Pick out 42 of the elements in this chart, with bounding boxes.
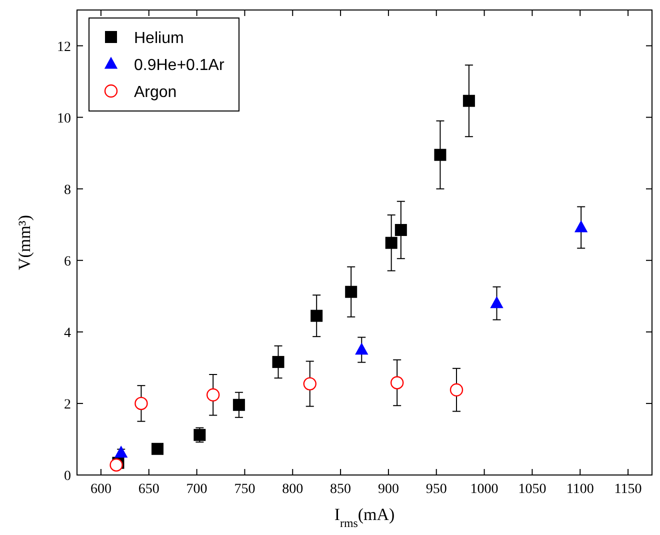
x-tick-label: 650 bbox=[138, 482, 160, 497]
point bbox=[345, 286, 358, 298]
y-tick-label: 6 bbox=[64, 254, 71, 270]
point bbox=[114, 446, 128, 458]
x-tick-label: 600 bbox=[90, 482, 112, 497]
y-axis-title: V(mm³) bbox=[15, 214, 34, 270]
point bbox=[152, 442, 164, 455]
x-tick-label: 900 bbox=[378, 482, 399, 497]
y-tick-label: 4 bbox=[64, 326, 71, 341]
x-tick-label: 800 bbox=[282, 482, 304, 497]
y-tick-label: 8 bbox=[64, 182, 71, 198]
legend-label: Argon bbox=[134, 84, 177, 101]
x-tick-label: 700 bbox=[186, 482, 208, 497]
point bbox=[574, 220, 588, 232]
point bbox=[110, 458, 123, 472]
y-tick-label: 0 bbox=[64, 469, 71, 484]
x-tick-label: 850 bbox=[330, 482, 352, 497]
point bbox=[206, 388, 220, 402]
point bbox=[385, 236, 398, 249]
x-tick-label: 750 bbox=[234, 482, 256, 497]
point bbox=[303, 377, 316, 390]
point bbox=[355, 342, 368, 355]
point bbox=[434, 148, 446, 161]
point bbox=[490, 296, 504, 308]
point bbox=[272, 356, 284, 368]
legend-label: 0.9He+0.1Ar bbox=[134, 57, 225, 74]
point bbox=[390, 376, 404, 390]
point bbox=[394, 224, 407, 236]
x-tick-label: 1150 bbox=[614, 482, 642, 497]
y-tick-label: 10 bbox=[57, 111, 71, 126]
point bbox=[310, 310, 323, 322]
x-tick-label: 950 bbox=[426, 482, 447, 497]
y-tick-label: 12 bbox=[57, 40, 71, 55]
point bbox=[134, 396, 148, 410]
legend-label: Helium bbox=[134, 30, 184, 47]
point bbox=[462, 94, 475, 107]
y-tick-label: 2 bbox=[64, 397, 71, 412]
x-tick-label: 1050 bbox=[518, 482, 546, 497]
x-tick-label: 1000 bbox=[470, 482, 498, 497]
x-tick-label: 1100 bbox=[566, 482, 594, 497]
point bbox=[232, 398, 245, 411]
x-axis-title: I$_{rms}$(mA) bbox=[334, 505, 395, 530]
